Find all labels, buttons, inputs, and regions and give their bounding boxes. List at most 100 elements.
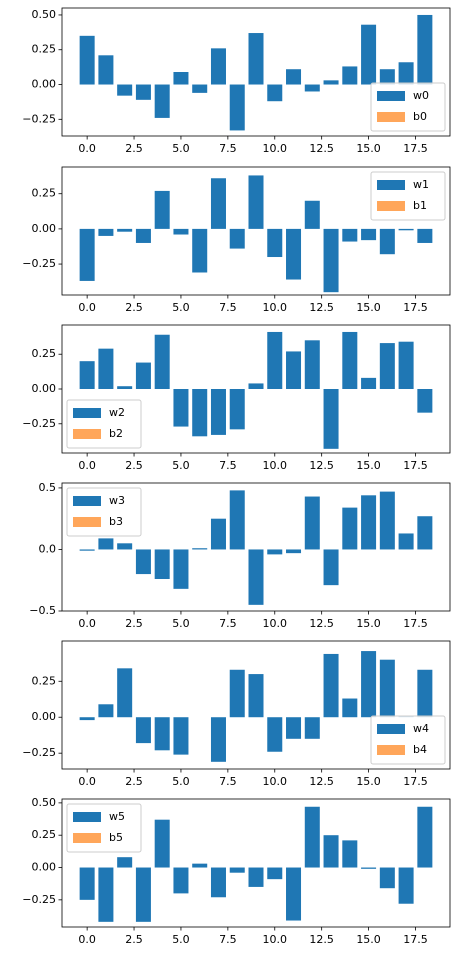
bar [342,228,358,242]
bar [248,175,264,229]
x-tick-label: 7.5 [219,142,237,155]
legend-swatch [73,812,101,822]
bar [361,495,377,550]
x-tick-label: 17.5 [403,301,428,314]
x-tick-label: 12.5 [309,775,334,788]
x-tick-label: 17.5 [403,933,428,946]
y-tick-label: 0.00 [32,710,57,723]
bar [135,549,151,575]
bar [192,863,208,868]
bar [304,340,320,389]
bar [229,867,245,873]
bar [379,343,395,389]
bar [173,717,189,755]
y-tick-label: 0.25 [32,347,57,360]
bar [154,819,170,868]
bar [323,389,339,449]
x-tick-label: 12.5 [309,301,334,314]
bar [304,84,320,92]
x-tick-label: 0.0 [78,617,96,630]
x-tick-label: 2.5 [125,301,143,314]
bar [323,835,339,868]
bar [192,84,208,93]
x-tick-label: 0.0 [78,775,96,788]
x-tick-label: 7.5 [219,933,237,946]
x-tick-label: 2.5 [125,775,143,788]
bar [229,389,245,430]
bar [379,228,395,255]
bar [398,228,414,231]
bar [210,717,226,762]
x-tick-label: 2.5 [125,459,143,472]
legend-box [66,487,142,537]
legend-swatch [377,91,405,101]
x-tick-label: 2.5 [125,617,143,630]
bar [210,518,226,550]
bar [135,717,151,744]
bar [173,228,189,235]
bar [229,490,245,550]
bar [98,704,114,718]
bar [154,334,170,389]
bar [342,507,358,550]
legend-swatch [377,724,405,734]
y-tick-label: −0.25 [22,746,56,759]
x-tick-label: 0.0 [78,142,96,155]
bar [379,69,395,85]
bar [98,348,114,389]
legend-label: b5 [109,831,123,844]
legend-label: b4 [413,743,427,756]
y-tick-label: −0.25 [22,893,56,906]
y-tick-label: 0.00 [32,382,57,395]
bar [267,84,283,102]
bar [286,867,302,921]
x-tick-label: 12.5 [309,459,334,472]
bar [323,549,339,586]
bar [98,55,114,85]
bar [379,867,395,889]
bar [323,653,339,718]
legend-box [66,803,142,853]
legend-label: w5 [109,810,125,823]
x-tick-label: 5.0 [172,775,190,788]
bar [417,228,433,243]
x-tick-label: 0.0 [78,301,96,314]
bar [192,389,208,437]
bar [173,389,189,427]
y-tick-label: 0.00 [32,222,57,235]
bar [304,806,320,868]
x-tick-label: 12.5 [309,933,334,946]
bar [342,840,358,868]
x-tick-label: 5.0 [172,142,190,155]
legend-swatch [377,180,405,190]
x-tick-label: 10.0 [263,617,288,630]
legend-swatch [377,201,405,211]
bar [398,533,414,550]
legend-swatch [73,833,101,843]
bar [417,14,433,85]
bar [173,72,189,85]
bar [304,496,320,550]
bar [286,351,302,389]
bar [286,228,302,280]
legend-swatch [73,517,101,527]
bar [398,867,414,904]
y-tick-label: 0.5 [39,481,57,494]
bar [267,228,283,258]
y-tick-label: 0.25 [32,828,57,841]
x-tick-label: 7.5 [219,775,237,788]
y-tick-label: −0.25 [22,112,56,125]
axes-frame [61,640,451,770]
legend-label: w0 [413,89,429,102]
legend-box [370,715,446,765]
x-tick-label: 5.0 [172,617,190,630]
bar [342,66,358,85]
x-tick-label: 15.0 [356,933,381,946]
legend-swatch [377,112,405,122]
legend-swatch [377,745,405,755]
x-tick-label: 5.0 [172,301,190,314]
bar [98,228,114,236]
bar [117,668,133,718]
x-tick-label: 10.0 [263,933,288,946]
legend-label: b2 [109,427,123,440]
